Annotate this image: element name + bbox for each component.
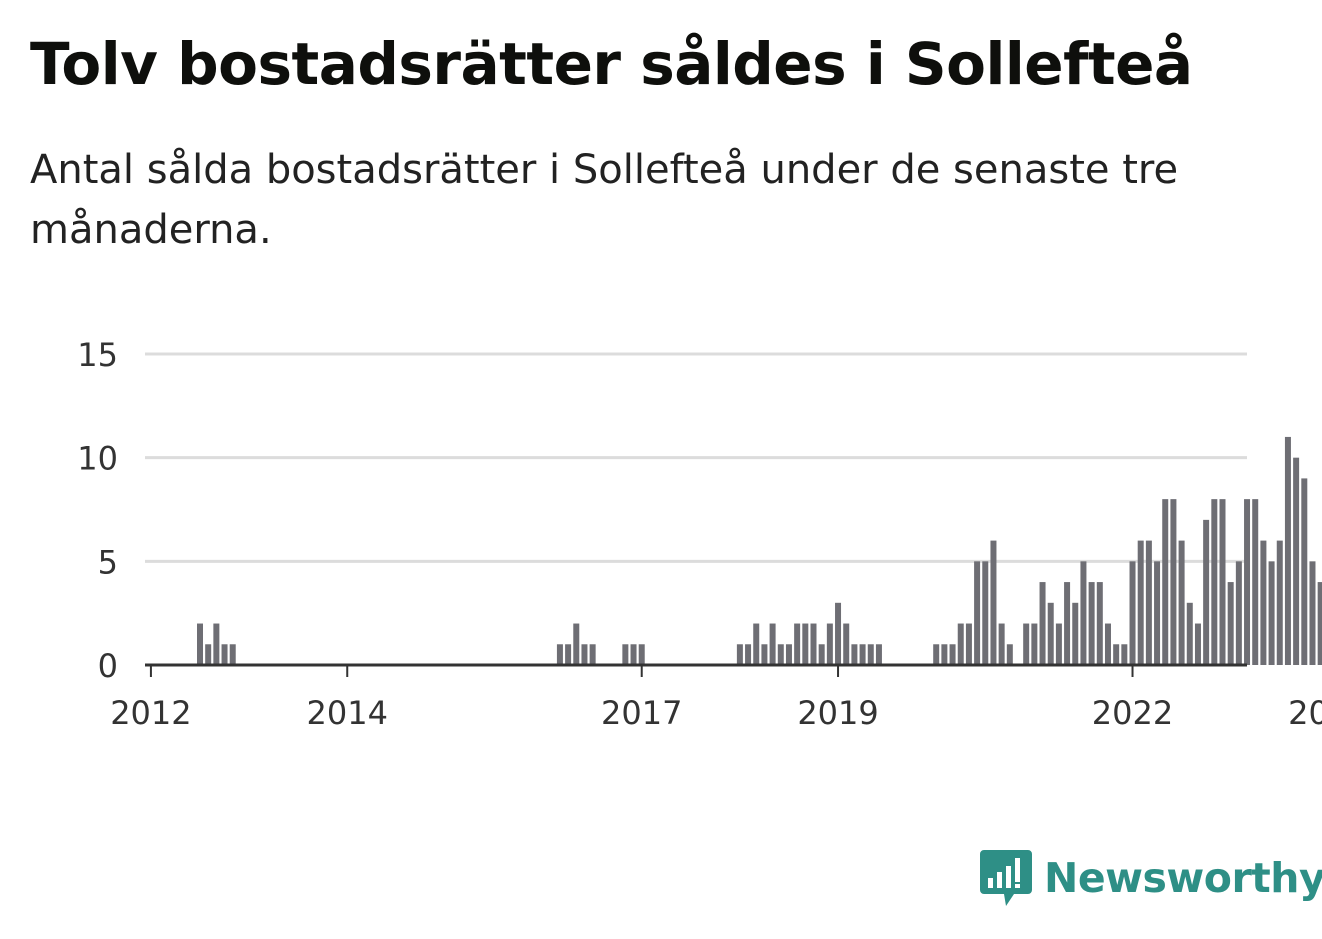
bar [810,623,817,665]
bar [213,623,220,665]
bar [933,644,940,665]
bar [1178,540,1185,665]
bar [1252,499,1259,665]
bar [1055,623,1062,665]
bar [1260,540,1267,665]
bar [851,644,858,665]
bar [1023,623,1030,665]
bar [1039,582,1046,665]
bar [1104,623,1111,665]
x-tick-label: 2012 [110,694,191,732]
x-tick-label: 2019 [797,694,878,732]
bar [965,623,972,665]
bar [1072,602,1079,665]
bar [1293,457,1300,665]
bar [1154,561,1161,665]
bar [1235,561,1242,665]
bar [875,644,882,665]
bar [1186,602,1193,665]
x-tick-label: 2017 [601,694,682,732]
bar [622,644,629,665]
y-tick-label: 15 [77,336,118,374]
bar [769,623,776,665]
bar [1137,540,1144,665]
bar [556,644,563,665]
bar [818,644,825,665]
bar [974,561,981,665]
bar [573,623,580,665]
bar [589,644,596,665]
bar [1211,499,1218,665]
bar [1301,478,1308,665]
bar [229,644,236,665]
y-tick-label: 10 [77,440,118,478]
bar [1006,644,1013,665]
bar [785,644,792,665]
bar [777,644,784,665]
bar [1170,499,1177,665]
bar [1309,561,1316,665]
bar [1227,582,1234,665]
bar [761,644,768,665]
bar [1244,499,1251,665]
bar [949,644,956,665]
newsworthy-logo-text: Newsworthy [1044,854,1322,902]
bar [1203,519,1210,665]
bar [990,540,997,665]
bar [794,623,801,665]
x-tick-label: 2024 [1288,694,1322,732]
chart-title: Tolv bostadsrätter såldes i Sollefteå [30,30,1193,98]
bar [1088,582,1095,665]
bar [1268,561,1275,665]
bar [1219,499,1226,665]
bar [1162,499,1169,665]
bar [859,644,866,665]
bar [736,644,743,665]
bar [957,623,964,665]
bar [1276,540,1283,665]
bar [826,623,833,665]
bar [1194,623,1201,665]
bar [1047,602,1054,665]
bar [802,623,809,665]
x-tick-label: 2014 [307,694,388,732]
bar [221,644,228,665]
chart-subtitle: Antal sålda bostadsrätter i Sollefteå un… [30,147,1179,253]
bar [941,644,948,665]
y-tick-label: 5 [98,543,118,581]
bar [565,644,572,665]
bar [1113,644,1120,665]
newsworthy-logo-icon [980,850,1032,906]
bar [1129,561,1136,665]
bar [1080,561,1087,665]
bar [1317,582,1322,665]
y-tick-label: 0 [98,647,118,685]
bar [1121,644,1128,665]
bar [630,644,637,665]
newsworthy-logo: Newsworthy [980,848,1322,908]
bar [835,602,842,665]
bar [638,644,645,665]
bar [867,644,874,665]
bar [1284,436,1291,665]
bar [205,644,212,665]
bar [745,644,752,665]
bar [982,561,989,665]
bar [843,623,850,665]
bar [753,623,760,665]
bar [998,623,1005,665]
bar [581,644,588,665]
bar [1064,582,1071,665]
x-tick-label: 2022 [1092,694,1173,732]
bar [197,623,203,665]
bar [1145,540,1152,665]
bar [1031,623,1038,665]
bar [1096,582,1103,665]
